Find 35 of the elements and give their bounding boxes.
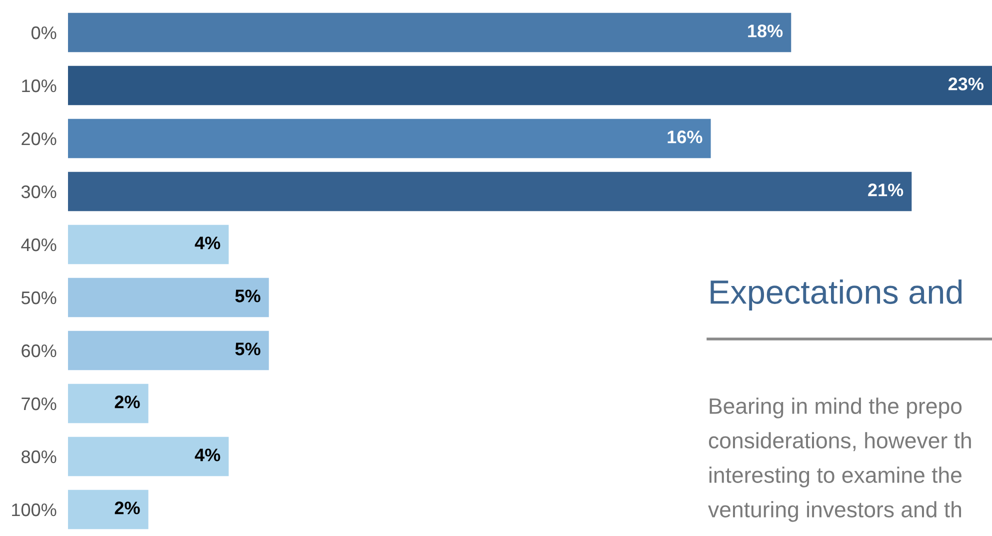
bar [68,12,792,52]
data-label: 16% [668,130,702,144]
bar [68,330,269,370]
data-label: 4% [194,448,220,462]
bar [68,172,912,212]
data-label: 21% [868,184,904,196]
bar [68,224,229,264]
data-label: 18% [748,24,783,38]
y-tick-label: 80% [22,450,56,464]
annotation: considerations, however th [708,432,971,452]
bar [68,436,229,476]
y-tick-label: 20% [22,132,56,146]
data-label: 5% [235,290,260,302]
y-tick-label: 40% [21,238,56,252]
bar [68,66,992,106]
annotation: venturing investors and th [708,501,962,522]
y-tick-label: 50% [21,291,56,304]
data-label: 4% [194,236,220,250]
y-tick-label: 0% [32,26,56,40]
data-label: 5% [235,342,260,356]
y-tick-label: 70% [22,397,56,410]
annotation: Expectations and [710,279,962,311]
annotation: Bearing in mind the prepo [710,398,962,418]
data-label: 23% [948,78,984,90]
bar [68,278,269,318]
y-tick-label: 30% [21,185,56,198]
y-tick-label: 10% [22,79,56,92]
bar [68,384,148,424]
bar [68,490,148,530]
y-tick-label: 100% [12,503,56,516]
data-label: 2% [114,502,140,514]
data-label: 2% [114,396,140,408]
y-tick-label: 60% [22,344,56,358]
annotation: interesting to examine the [709,466,962,488]
bar [68,118,711,158]
